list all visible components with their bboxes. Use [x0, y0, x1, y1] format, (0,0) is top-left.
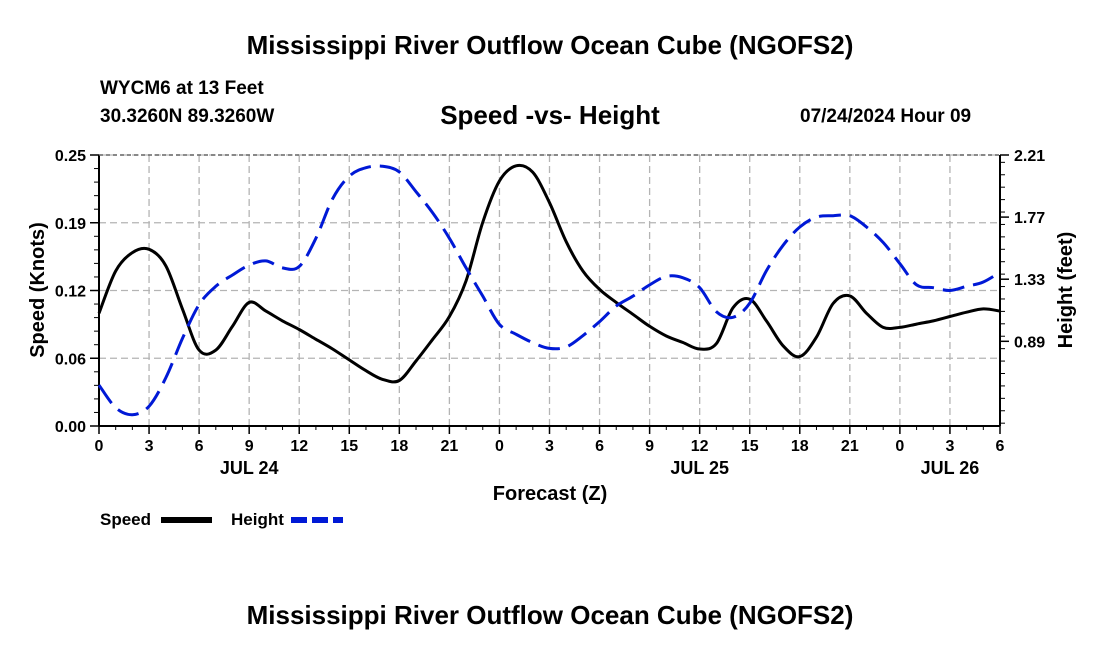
footer-title: Mississippi River Outflow Ocean Cube (NG… — [246, 600, 854, 630]
y-tick-label: 0.19 — [55, 216, 86, 233]
y2-tick-label: 1.77 — [1014, 210, 1045, 227]
y2-tick-label: 1.33 — [1014, 272, 1045, 289]
x-tick-label: 9 — [245, 438, 254, 455]
forecast-datetime: 07/24/2024 Hour 09 — [800, 106, 972, 127]
coordinates-label: 30.3260N 89.3260W — [100, 106, 275, 127]
y2-tick-label: 2.21 — [1014, 148, 1045, 165]
x-tick-label: 3 — [945, 438, 954, 455]
x-tick-label: 6 — [595, 438, 604, 455]
y-tick-label: 0.06 — [55, 351, 86, 368]
x-tick-label: 15 — [340, 438, 358, 455]
legend: Speed Height — [100, 510, 343, 529]
x-tick-label: 9 — [645, 438, 654, 455]
series-line-height — [97, 164, 1001, 417]
x-tick-label: 3 — [545, 438, 554, 455]
x-tick-label: 0 — [95, 438, 104, 455]
axis-ticks: 0 3 6 9 12 15 18 21 0 3 6 9 12 15 18 21 0 3 6 JUL 24 JUL 25 J… — [55, 148, 1045, 478]
series-line-speed — [97, 163, 1001, 384]
x-axis-label: Forecast (Z) — [493, 483, 607, 505]
x-tick-label: 12 — [290, 438, 308, 455]
date-label: JUL 26 — [921, 458, 980, 478]
x-tick-label: 18 — [791, 438, 809, 455]
x-tick-label: 15 — [741, 438, 759, 455]
chart-subtitle: Speed -vs- Height — [440, 100, 660, 130]
x-tick-label: 18 — [390, 438, 408, 455]
chart-title: Mississippi River Outflow Ocean Cube (NG… — [246, 30, 854, 60]
x-tick-label: 12 — [691, 438, 709, 455]
x-tick-label: 21 — [841, 438, 859, 455]
y-axis-label-right: Height (feet) — [1055, 232, 1077, 349]
grid-lines — [99, 154, 1000, 426]
legend-label-speed: Speed — [100, 510, 151, 529]
legend-label-height: Height — [231, 510, 284, 529]
y-axis-label-left: Speed (Knots) — [27, 222, 49, 358]
y2-tick-label: 0.89 — [1014, 334, 1045, 351]
x-tick-label: 0 — [895, 438, 904, 455]
x-tick-label: 0 — [495, 438, 504, 455]
date-label: JUL 24 — [220, 458, 279, 478]
x-tick-label: 21 — [440, 438, 458, 455]
y-tick-label: 0.25 — [55, 148, 86, 165]
x-tick-label: 3 — [145, 438, 154, 455]
y-tick-label: 0.12 — [55, 284, 86, 301]
station-label: WYCM6 at 13 Feet — [100, 78, 264, 99]
x-tick-label: 6 — [996, 438, 1005, 455]
x-tick-label: 6 — [195, 438, 204, 455]
date-label: JUL 25 — [670, 458, 729, 478]
y-tick-label: 0.00 — [55, 419, 86, 436]
series-lines — [97, 163, 1001, 417]
